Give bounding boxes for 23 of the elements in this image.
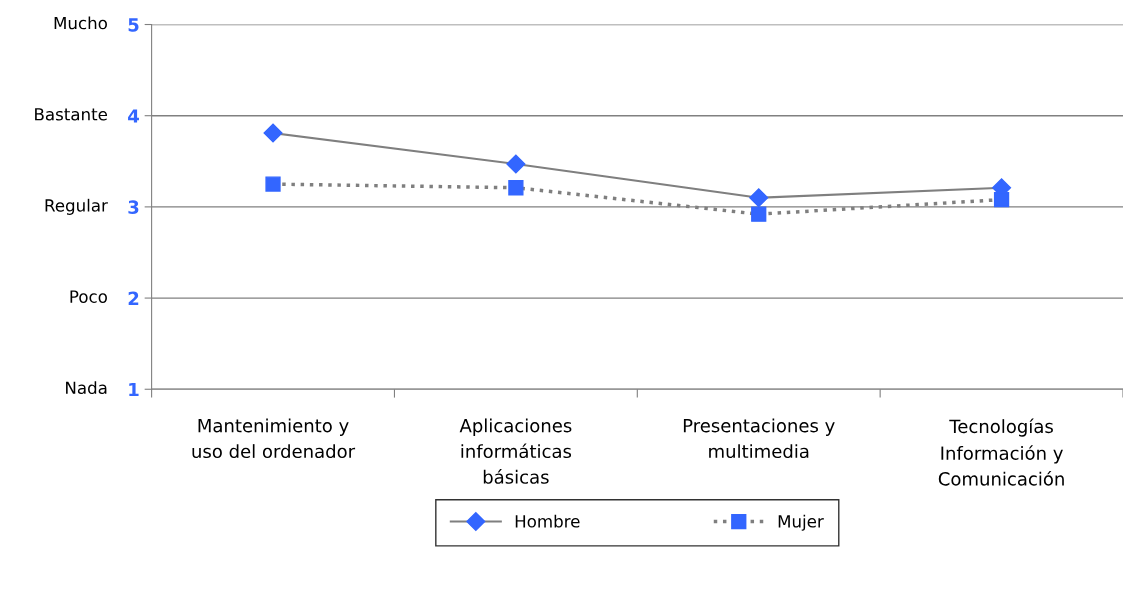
- text: Mucho: [54, 16, 107, 30]
- text: Regular: [45, 198, 108, 215]
- x-tick-label: Tecnologías Información y Comunicación: [938, 418, 1064, 486]
- point: [506, 154, 526, 174]
- y-tick-label: 3: [128, 200, 139, 214]
- point: [749, 188, 769, 208]
- point: [993, 191, 1010, 208]
- point: [508, 180, 524, 196]
- y-tick-label: 4: [128, 109, 139, 123]
- legend-label: Mujer: [778, 514, 824, 531]
- point: [265, 176, 281, 192]
- point: [263, 123, 283, 143]
- y-tick-label: 5: [128, 18, 139, 32]
- x-tick-label: Aplicaciones informáticas básicas: [459, 418, 572, 484]
- text: Bastante: [35, 108, 108, 121]
- x-tick-label: Mantenimiento y uso del ordenador: [192, 418, 356, 459]
- legend-label: Hombre: [515, 514, 580, 528]
- text: Nada: [66, 381, 107, 395]
- x-tick-label: Presentaciones y multimedia: [683, 418, 835, 459]
- text: Poco: [70, 290, 107, 303]
- point: [751, 206, 767, 222]
- y-tick-label: 1: [129, 382, 139, 397]
- y-tick-label: 2: [128, 291, 139, 305]
